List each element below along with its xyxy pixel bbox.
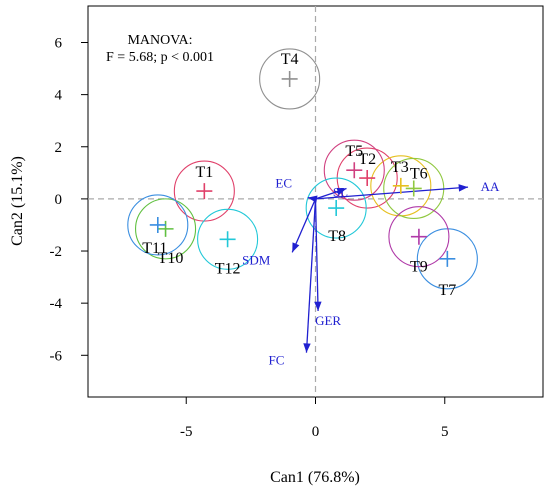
centroid-marker-t3	[392, 177, 409, 194]
y-axis-label: Can2 (15.1%)	[9, 156, 26, 246]
group-label-t11: T11	[142, 240, 167, 257]
vector-label-ger: GER	[315, 313, 341, 328]
manova-stats: F = 5.68; p < 0.001	[106, 50, 214, 65]
group-label-t12: T12	[215, 260, 241, 277]
group-circle-t4	[259, 48, 321, 110]
group-label-t8: T8	[328, 228, 346, 245]
vector-arrowhead-aa	[458, 184, 469, 192]
vector-label-aa: AA	[481, 179, 500, 194]
group-label-t5: T5	[345, 143, 363, 160]
vector-label-sl: SL	[333, 184, 348, 199]
centroid-marker-t4	[281, 70, 298, 87]
group-circle-t9	[388, 206, 450, 268]
centroid-marker-t5	[346, 162, 363, 179]
group-circle-t5	[323, 139, 385, 201]
centroid-marker-t8	[328, 200, 345, 217]
group-label-t1: T1	[195, 164, 213, 181]
centroid-marker-t11	[149, 216, 166, 233]
group-label-t4: T4	[281, 51, 299, 68]
centroid-marker-t7	[439, 250, 456, 267]
x-tick-label: 5	[441, 424, 449, 440]
vector-label-ec: EC	[275, 176, 292, 191]
y-tick-label: -4	[50, 296, 63, 312]
centroid-marker-t6	[405, 180, 422, 197]
group-label-t2: T2	[358, 151, 376, 168]
group-label-t6: T6	[410, 165, 428, 182]
group-circles	[127, 48, 478, 290]
axes: -5 0 5 -6 -4 -2 0 2 4 6	[50, 35, 449, 440]
vector-arrowhead-sdm	[292, 242, 300, 253]
x-axis-label: Can1 (76.8%)	[270, 469, 360, 486]
y-tick-label: 0	[55, 192, 63, 208]
y-tick-label: 4	[55, 88, 63, 104]
group-label-t10: T10	[158, 250, 184, 267]
vector-aa	[315, 186, 469, 200]
variable-vectors: AA SL EC SDM GER FC	[242, 176, 500, 368]
vector-label-fc: FC	[268, 353, 284, 368]
vector-fc	[305, 198, 317, 353]
vector-label-sdm: SDM	[242, 252, 271, 267]
y-tick-label: 2	[55, 140, 63, 156]
group-label-t3: T3	[391, 159, 409, 176]
group-circle-t7	[416, 228, 478, 290]
group-circle-t11	[127, 194, 189, 256]
centroid-marker-t12	[219, 231, 236, 248]
vector-ger	[314, 198, 319, 311]
centroid-marker-t10	[157, 220, 174, 237]
group-label-t9: T9	[410, 259, 428, 276]
y-tick-label: 6	[55, 35, 63, 51]
vector-sdm	[291, 198, 317, 253]
x-tick-label: -5	[180, 424, 193, 440]
y-tick-label: -6	[50, 348, 63, 364]
group-circle-t12	[197, 208, 259, 270]
y-tick-label: -2	[50, 244, 63, 260]
vector-arrowhead-sl	[336, 187, 347, 195]
group-centroids	[149, 70, 456, 267]
vector-arrowhead-fc	[303, 343, 311, 353]
centroid-marker-t9	[410, 228, 427, 245]
centroid-marker-t1	[196, 183, 213, 200]
group-circle-t10	[135, 198, 197, 260]
centroid-marker-t2	[359, 170, 376, 187]
vector-arrowhead-ger	[314, 301, 322, 311]
group-label-t7: T7	[438, 282, 456, 299]
x-tick-label: 0	[312, 424, 320, 440]
manova-title: MANOVA:	[127, 33, 192, 48]
group-circle-t8	[305, 177, 367, 239]
